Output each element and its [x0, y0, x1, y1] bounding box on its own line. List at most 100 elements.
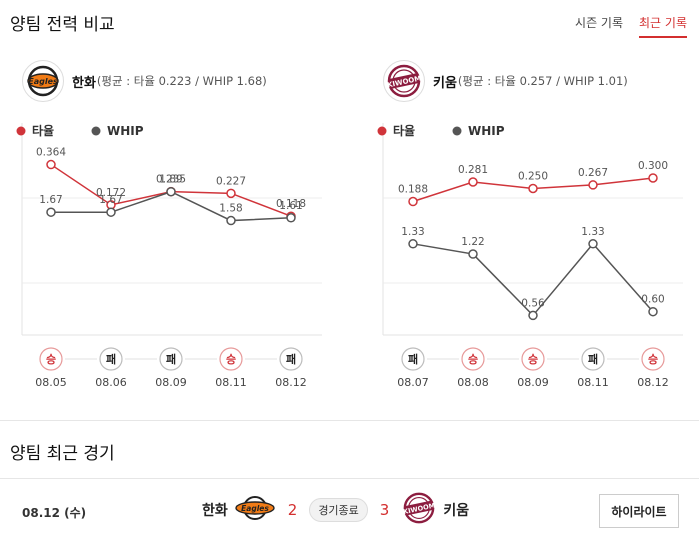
avg-data-label: 0.267 [578, 167, 608, 179]
legend-whip-label: WHIP [468, 124, 505, 138]
game-date-label: 08.08 [457, 376, 489, 389]
win-badge [521, 347, 545, 371]
avg-data-label: 0.118 [276, 198, 306, 210]
whip-data-label: 1.61 [279, 200, 302, 212]
legend-avg-label: 타율 [393, 123, 415, 138]
kiwoom-heroes-logo: KIWOOM [401, 491, 437, 529]
whip-point [648, 306, 658, 317]
hanwha-eagles-logo: Eagles [22, 60, 64, 102]
game-result-label: 패 [166, 352, 176, 366]
avg-data-label: 0.281 [458, 164, 488, 176]
away-team-name: 키움 [443, 503, 470, 519]
game-date-label: 08.11 [215, 376, 247, 389]
game-date-label: 08.09 [155, 376, 187, 389]
legend-avg-dot [16, 126, 26, 136]
loss-badge [99, 347, 123, 371]
avg-point [226, 188, 236, 199]
whip-data-label: 0.60 [641, 294, 664, 306]
hanwha-recent-chart: 타율 WHIP0.3641.67승08.050.1721.67패08.060.23… [16, 123, 322, 389]
kiwoom-heroes-logo: KIWOOM [383, 60, 425, 102]
legend-whip-label: WHIP [107, 124, 144, 138]
loss-badge [279, 347, 303, 371]
whip-data-label: 1.33 [581, 226, 604, 238]
recent-games-title: 양팀 최근 경기 [10, 444, 115, 464]
whip-point [588, 239, 598, 249]
home-team-name: 한화 [202, 503, 228, 519]
kiwoom-recent-chart: 타율 WHIP 0.188 1.33 패 08.07 0.281 1.22 승 08.08 0.25… [377, 123, 683, 389]
avg-point [46, 159, 56, 170]
loss-badge [401, 347, 425, 371]
game-date-label: 08.11 [577, 376, 609, 389]
game-result-label: 패 [588, 352, 598, 366]
avg-data-label: 0.188 [398, 184, 428, 196]
whip-point [468, 249, 478, 259]
hanwha-eagles-logo: Eagles [234, 493, 276, 527]
legend-whip-dot [91, 126, 101, 136]
svg-text:Eagles: Eagles [241, 504, 269, 513]
avg-point [588, 180, 598, 190]
whip-data-label: 1.67 [99, 194, 122, 206]
team-average-summary: (평균 : 타율 0.223 / WHIP 1.68) [96, 74, 267, 88]
team-header-kiwoom: KIWOOM 키움 (평균 : 타율 0.257 / WHIP 1.01) [383, 60, 628, 102]
avg-point [648, 173, 658, 183]
whip-point [226, 215, 236, 226]
whip-data-label: 1.58 [219, 203, 242, 215]
tab-recent-record[interactable]: 최근 기록 [639, 14, 687, 38]
avg-data-label: 0.235 [156, 174, 186, 186]
win-badge [39, 347, 63, 371]
win-badge [461, 347, 485, 371]
game-date-label: 08.07 [397, 376, 429, 389]
whip-point [528, 310, 538, 321]
team-name: 한화 [72, 75, 96, 91]
game-date-label: 08.05 [35, 376, 67, 389]
legend-avg-dot [377, 126, 387, 136]
game-status-badge: 경기종료 [309, 498, 368, 522]
game-result-label: 패 [286, 352, 296, 366]
whip-point [46, 207, 56, 217]
whip-data-label: 1.22 [461, 236, 484, 248]
whip-point [408, 239, 418, 249]
section-divider [0, 478, 699, 479]
legend-whip-dot [452, 126, 462, 136]
game-date-label: 08.12 [637, 376, 669, 389]
record-tabs: 시즌 기록 최근 기록 [575, 14, 687, 38]
game-result-label: 승 [528, 353, 538, 366]
game-result-label: 승 [648, 353, 658, 366]
game-scoreline: 한화 Eagles 2 경기종료 3 KIWOOM 키움 [202, 492, 469, 528]
whip-point [166, 186, 176, 197]
tab-season-record[interactable]: 시즌 기록 [575, 16, 624, 30]
game-result-label: 패 [408, 352, 418, 366]
home-score: 2 [287, 501, 298, 519]
whip-point [286, 213, 296, 223]
avg-data-label: 0.227 [216, 175, 246, 187]
team-average-summary: (평균 : 타율 0.257 / WHIP 1.01) [457, 74, 628, 88]
highlight-button[interactable]: 하이라이트 [599, 494, 679, 528]
avg-point [528, 183, 538, 194]
avg-data-label: 0.172 [96, 187, 126, 199]
avg-point [468, 177, 478, 187]
comparison-title: 양팀 전력 비교 [10, 15, 115, 35]
whip-data-label: 1.89 [159, 174, 182, 186]
game-result-label: 승 [468, 353, 478, 366]
legend-avg-label: 타율 [32, 123, 54, 138]
team-name: 키움 [433, 75, 457, 91]
whip-data-label: 1.67 [39, 194, 62, 206]
game-date-label: 08.06 [95, 376, 127, 389]
game-date-label: 08.12 [275, 376, 307, 389]
avg-point [408, 196, 418, 207]
avg-data-label: 0.364 [36, 147, 66, 159]
recent-game-row: 08.12 (수) 한화 Eagles 2 경기종료 3 KIWOOM 키움 하… [0, 484, 699, 536]
whip-point [106, 207, 116, 217]
loss-badge [581, 347, 605, 371]
svg-text:Eagles: Eagles [28, 77, 58, 86]
game-date-label: 08.09 [517, 376, 549, 389]
avg-data-label: 0.250 [518, 171, 548, 183]
loss-badge [159, 347, 183, 371]
whip-data-label: 1.33 [401, 226, 424, 238]
win-badge [641, 347, 665, 371]
win-badge [219, 347, 243, 371]
team-header-hanwha: Eagles 한화 (평균 : 타율 0.223 / WHIP 1.68) [22, 60, 267, 102]
game-result-label: 승 [226, 353, 236, 366]
avg-data-label: 0.300 [638, 160, 668, 172]
away-score: 3 [379, 501, 390, 519]
